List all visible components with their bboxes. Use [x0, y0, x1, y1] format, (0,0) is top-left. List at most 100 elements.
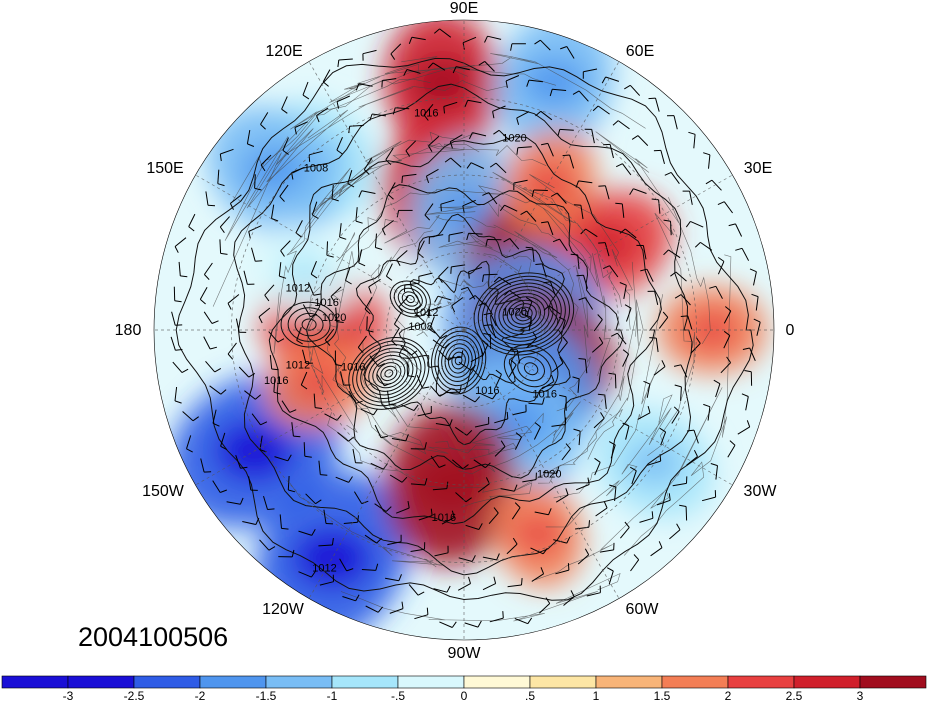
wind-barb-shaft: [335, 476, 349, 483]
wind-barb-shaft: [279, 514, 282, 529]
lon-label-90w: 90W: [448, 645, 482, 662]
wind-barb-flag: [629, 188, 634, 195]
colorbar-tick-label: -2: [195, 689, 206, 702]
wind-barb-flag: [567, 563, 570, 571]
wind-barb-shaft: [556, 192, 567, 204]
wind-barb-shaft: [547, 221, 554, 236]
wind-barb-shaft: [382, 78, 397, 81]
wind-barb-flag: [357, 515, 359, 523]
coastline-segment: [426, 202, 558, 240]
wind-barb-flag: [713, 379, 721, 385]
wind-barb-flag: [199, 299, 206, 305]
wind-barb-shaft: [366, 316, 368, 331]
wind-barb-shaft: [552, 88, 567, 91]
wind-barb-flag: [386, 275, 393, 281]
wind-barb-flag: [174, 300, 182, 303]
wind-barb-shaft: [566, 46, 575, 59]
wind-barb-flag: [271, 368, 279, 371]
wind-barb-shaft: [361, 569, 376, 571]
wind-barb-shaft: [348, 390, 357, 404]
wind-barb-flag: [368, 286, 372, 294]
wind-barb-shaft: [432, 488, 447, 491]
wind-barb-flag: [503, 238, 511, 243]
wind-barb-flag: [302, 94, 310, 100]
wind-barb-flag: [619, 228, 626, 234]
wind-barb-flag: [575, 180, 579, 188]
coastline-segment: [327, 412, 501, 493]
wind-barb-shaft: [178, 261, 181, 276]
wind-barb-flag: [287, 454, 292, 462]
wind-barb-flag: [662, 311, 669, 318]
wind-barb-shaft: [364, 296, 373, 310]
anomaly-core: [414, 457, 487, 512]
wind-barb-shaft: [170, 336, 176, 351]
wind-barb-flag: [492, 111, 495, 119]
wind-barb-shaft: [539, 603, 551, 614]
wind-barb-flag: [451, 510, 455, 518]
wind-barb-flag: [557, 129, 561, 137]
wind-barb-shaft: [701, 496, 716, 502]
wind-barb-shaft: [438, 350, 449, 361]
wind-barb-flag: [482, 274, 484, 282]
wind-barb-shaft: [212, 409, 217, 424]
coastline-segment: [553, 294, 663, 499]
wind-barb-flag: [510, 43, 513, 51]
wind-barb-shaft: [300, 371, 308, 386]
wind-barb-flag: [551, 374, 555, 382]
wind-barb-shaft: [385, 577, 399, 582]
wind-barb-shaft: [548, 305, 561, 315]
wind-barb-shaft: [416, 375, 423, 389]
wind-barb-flag: [600, 412, 605, 419]
wind-barb-flag: [612, 120, 619, 126]
wind-barb-flag: [484, 35, 488, 43]
wind-barb-shaft: [387, 541, 402, 546]
wind-barb-shaft: [405, 140, 417, 152]
wind-barb-flag: [466, 162, 472, 169]
wind-barb-flag: [502, 611, 504, 619]
wind-barb-shaft: [637, 135, 649, 146]
coastline-segment: [436, 185, 592, 271]
wind-barb-flag: [552, 238, 560, 243]
wind-barb-flag: [220, 389, 227, 395]
wind-barb-flag: [174, 246, 179, 253]
colorbar-tick-label: 2.5: [786, 689, 803, 702]
wind-barb-flag: [594, 457, 601, 463]
meridian-line: [195, 174, 465, 331]
wind-barb-flag: [726, 356, 732, 363]
wind-barb-shaft: [219, 216, 230, 228]
anomaly-core: [522, 58, 587, 107]
wind-barb-flag: [493, 507, 499, 514]
wind-barb-shaft: [708, 154, 711, 169]
wind-barb-flag: [280, 250, 285, 257]
wind-barb-flag: [741, 393, 749, 397]
wind-barb-flag: [493, 129, 500, 135]
wind-barb-flag: [572, 90, 580, 95]
wind-barb-flag: [293, 435, 301, 438]
wind-barb-flag: [465, 497, 472, 503]
wind-barb-shaft: [470, 162, 485, 169]
wind-barb-shaft: [429, 316, 435, 330]
wind-barb-flag: [649, 337, 657, 339]
wind-barb-flag: [525, 296, 533, 302]
wind-barb-shaft: [395, 107, 410, 110]
colorbar-swatch: [331, 675, 399, 689]
wind-barb-shaft: [610, 444, 616, 459]
wind-barb-flag: [433, 28, 440, 34]
wind-barb-shaft: [577, 254, 580, 269]
high-pressure-ring: [294, 312, 324, 337]
wind-barb-flag: [219, 226, 225, 233]
wind-barb-flag: [403, 284, 406, 293]
wind-barb-shaft: [522, 479, 537, 483]
wind-barb-flag: [673, 364, 682, 367]
wind-barb-flag: [434, 295, 439, 303]
wind-barb-shaft: [504, 204, 518, 212]
wind-barb-flag: [592, 105, 599, 112]
wind-barb-flag: [296, 339, 303, 345]
wind-barb-shaft: [604, 185, 610, 200]
wind-barb-flag: [694, 242, 701, 248]
wind-barb-flag: [403, 69, 408, 76]
wind-barb-shaft: [305, 493, 316, 505]
wind-barb-flag: [729, 440, 736, 446]
wind-barb-shaft: [302, 304, 311, 317]
wind-barb-shaft: [457, 583, 471, 591]
